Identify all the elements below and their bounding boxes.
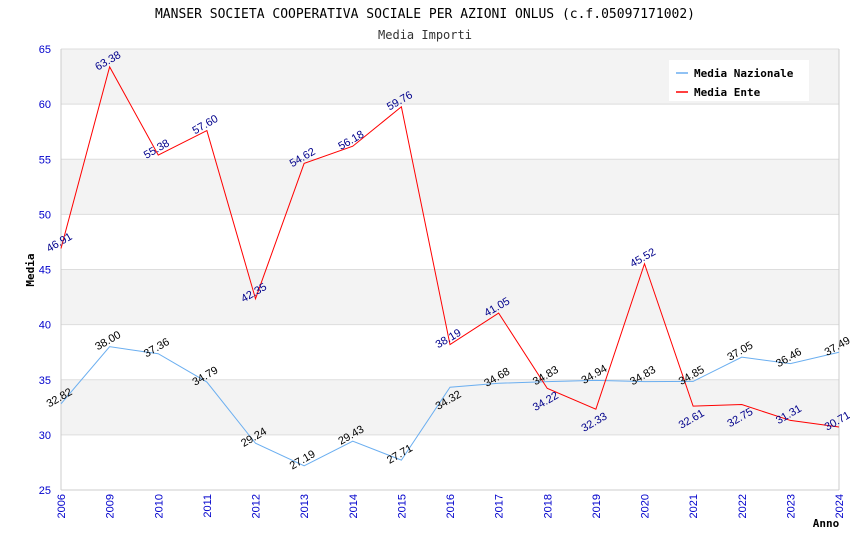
x-tick-label: 2014	[348, 494, 360, 518]
y-tick-label: 50	[39, 209, 51, 221]
chart-subtitle: Media Importi	[378, 28, 472, 42]
x-tick-label: 2023	[785, 494, 797, 518]
data-label: 37.36	[142, 336, 172, 360]
data-label: 36.46	[774, 346, 804, 370]
y-tick-label: 60	[39, 99, 51, 111]
legend-label: Media Ente	[694, 86, 761, 99]
y-tick-label: 40	[39, 320, 51, 332]
x-tick-label: 2018	[542, 494, 554, 518]
x-axis-label: Anno	[813, 517, 840, 530]
data-label: 27.71	[385, 442, 415, 466]
data-label: 38.00	[93, 329, 123, 353]
y-tick-label: 55	[39, 154, 51, 166]
grid-band	[61, 379, 839, 435]
legend-label: Media Nazionale	[694, 67, 794, 80]
x-tick-label: 2020	[640, 494, 652, 518]
x-tick-label: 2012	[251, 494, 263, 518]
data-label: 45.52	[628, 246, 658, 270]
y-tick-label: 35	[39, 375, 51, 387]
x-tick-label: 2013	[299, 494, 311, 518]
x-tick-label: 2019	[591, 494, 603, 518]
x-tick-label: 2017	[494, 494, 506, 518]
data-label: 27.19	[288, 448, 318, 472]
data-label: 55.38	[142, 137, 172, 161]
x-tick-label: 2011	[202, 494, 214, 518]
data-label: 38.19	[434, 327, 464, 351]
y-tick-label: 65	[39, 44, 51, 56]
data-label: 37.49	[823, 335, 850, 359]
series-line-media-ente	[60, 65, 840, 428]
data-label: 46.91	[45, 231, 75, 255]
grid-band	[61, 269, 839, 325]
chart-title: MANSER SOCIETA COOPERATIVA SOCIALE PER A…	[155, 7, 695, 22]
x-tick-label: 2021	[688, 494, 700, 518]
series-line-media-nazionale	[60, 346, 840, 467]
x-tick-label: 2009	[105, 494, 117, 518]
y-tick-label: 30	[39, 430, 51, 442]
grid-band	[61, 159, 839, 215]
x-tick-label: 2006	[56, 494, 68, 518]
x-tick-label: 2010	[153, 494, 165, 518]
y-axis-label: Media	[24, 253, 37, 286]
x-tick-label: 2016	[445, 494, 457, 518]
data-label: 57.60	[190, 113, 220, 137]
data-label: 37.05	[725, 339, 755, 363]
data-label: 56.18	[336, 129, 366, 153]
y-tick-label: 25	[39, 485, 51, 497]
x-tick-label: 2022	[737, 494, 749, 518]
x-tick-label: 2024	[834, 494, 846, 518]
y-tick-label: 45	[39, 265, 51, 277]
legend: Media Nazionale Media Ente	[669, 60, 809, 101]
x-tick-label: 2015	[396, 494, 408, 518]
